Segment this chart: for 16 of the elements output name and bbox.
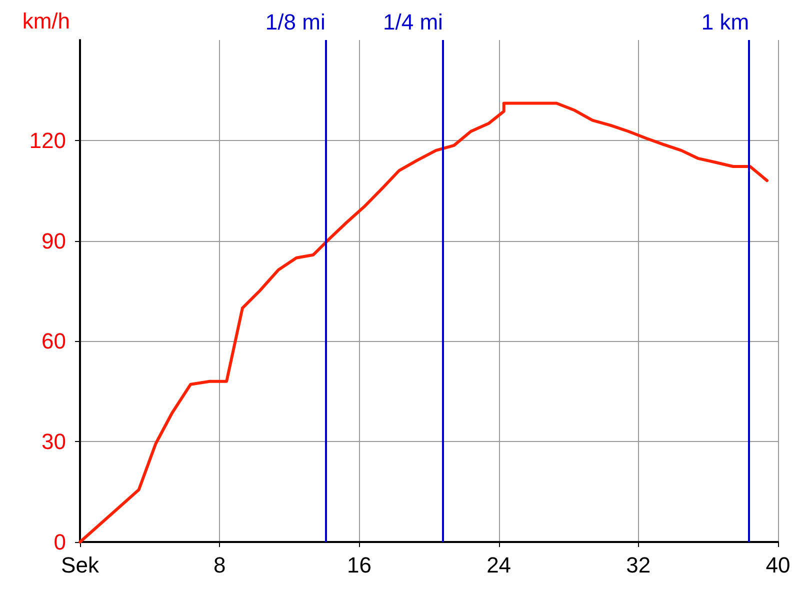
ref-line-label: 1/4 mi bbox=[383, 10, 443, 34]
ref-line-label: 1/8 mi bbox=[265, 10, 326, 34]
x-tick-label: Sek bbox=[61, 552, 100, 578]
y-tick-label: 90 bbox=[42, 228, 66, 254]
x-tick-label: 16 bbox=[346, 552, 372, 578]
y-axis-title: km/h bbox=[22, 8, 70, 34]
x-tick-label: 24 bbox=[486, 552, 512, 578]
y-tick-label: 60 bbox=[42, 328, 66, 354]
y-tick-label: 0 bbox=[54, 530, 66, 554]
x-tick-label: 8 bbox=[213, 552, 226, 578]
line-series bbox=[78, 102, 769, 544]
x-tick-label: 40 bbox=[766, 552, 790, 578]
y-tick-label: 120 bbox=[29, 128, 66, 153]
x-tick-label: 32 bbox=[626, 552, 651, 578]
y-tick-label: 30 bbox=[42, 429, 66, 454]
ref-line-label: 1 km bbox=[701, 10, 750, 34]
